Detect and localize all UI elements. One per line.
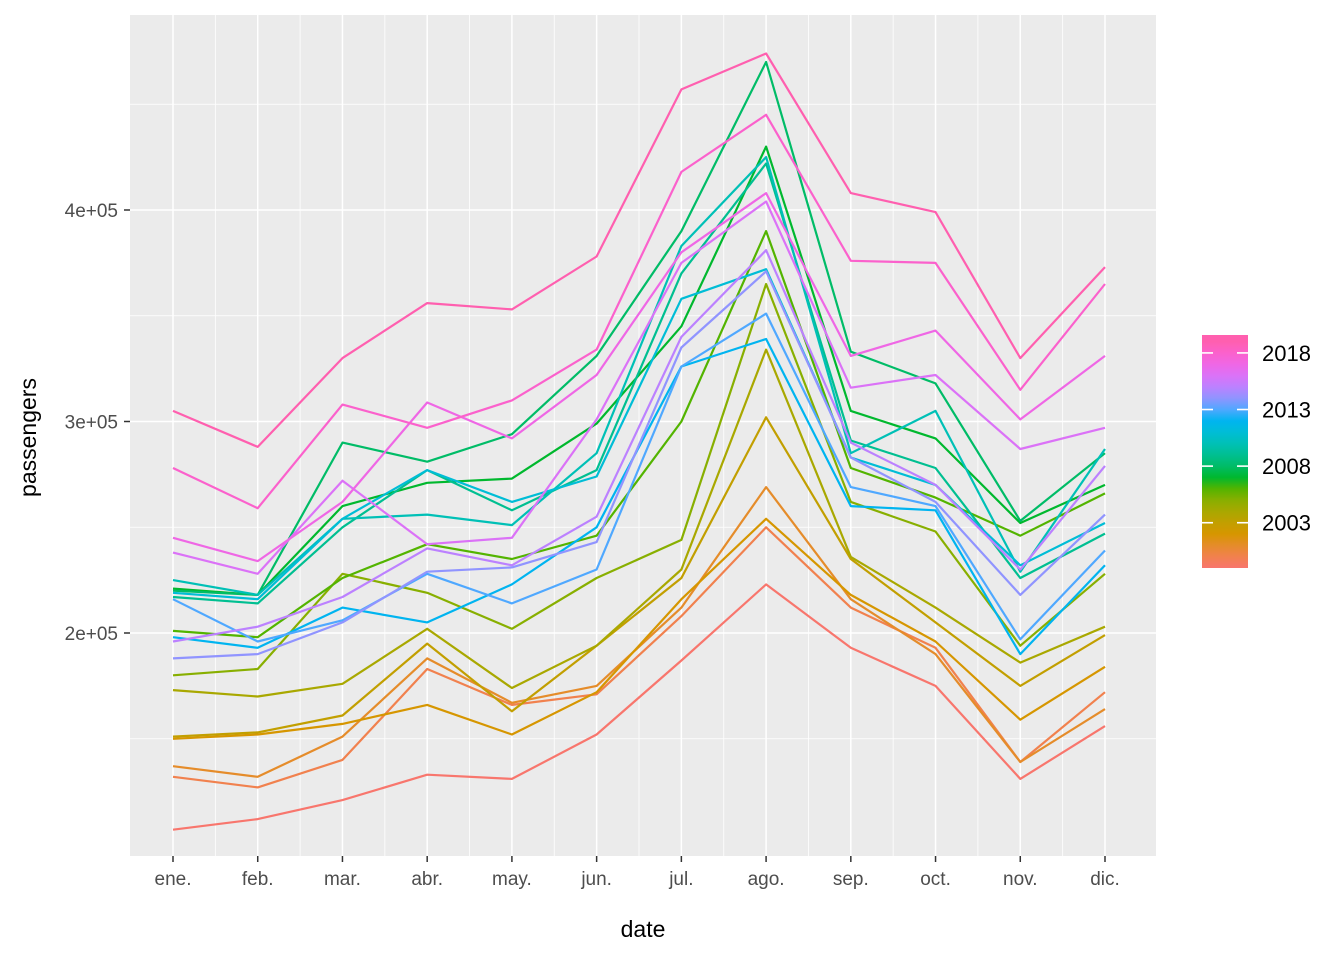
series-line-2007 (172, 145, 1106, 597)
legend-colorbar (1202, 335, 1248, 568)
x-tick-label: jun. (580, 869, 612, 890)
x-tick-label: dic. (1090, 869, 1120, 890)
series-line-2017 (172, 192, 1106, 563)
x-tick-label: sep. (833, 869, 869, 890)
x-axis-title: date (620, 916, 666, 942)
legend-tick-label: 2013 (1262, 398, 1311, 423)
series-line-2006 (172, 230, 1106, 639)
x-tick-label: abr. (411, 869, 443, 890)
series-line-2005 (172, 282, 1106, 677)
series-line-2003 (172, 416, 1106, 738)
y-tick-label: 4e+05 (65, 201, 118, 222)
series-line-2016 (172, 200, 1106, 575)
series-line-2014 (172, 270, 1106, 660)
legend-tick-label: 2018 (1262, 341, 1311, 366)
legend-tick-label: 2003 (1262, 511, 1311, 536)
series-line-2000 (172, 526, 1106, 789)
series-line-2008 (172, 60, 1106, 597)
series-line-2009 (172, 162, 1106, 605)
x-tick-label: feb. (242, 869, 274, 890)
series-line-2013 (172, 312, 1106, 643)
x-tick-label: jul. (668, 869, 693, 890)
series-line-1999 (172, 583, 1106, 831)
series-line-2004 (172, 348, 1106, 698)
x-tick-label: nov. (1003, 869, 1038, 890)
series-line-2002 (172, 517, 1106, 740)
x-tick-label: ene. (155, 869, 192, 890)
y-axis-title: passengers (15, 378, 41, 497)
series-line-2018 (172, 113, 1106, 510)
legend-tick-label: 2008 (1262, 454, 1311, 479)
y-tick-label: 3e+05 (65, 413, 118, 434)
y-tick-label: 2e+05 (65, 624, 118, 645)
x-tick-label: oct. (920, 869, 951, 890)
x-tick-label: ago. (748, 869, 785, 890)
x-tick-label: may. (492, 869, 532, 890)
series-line-2019 (172, 52, 1106, 448)
x-tick-label: mar. (324, 869, 361, 890)
series-line-2015 (172, 249, 1106, 643)
